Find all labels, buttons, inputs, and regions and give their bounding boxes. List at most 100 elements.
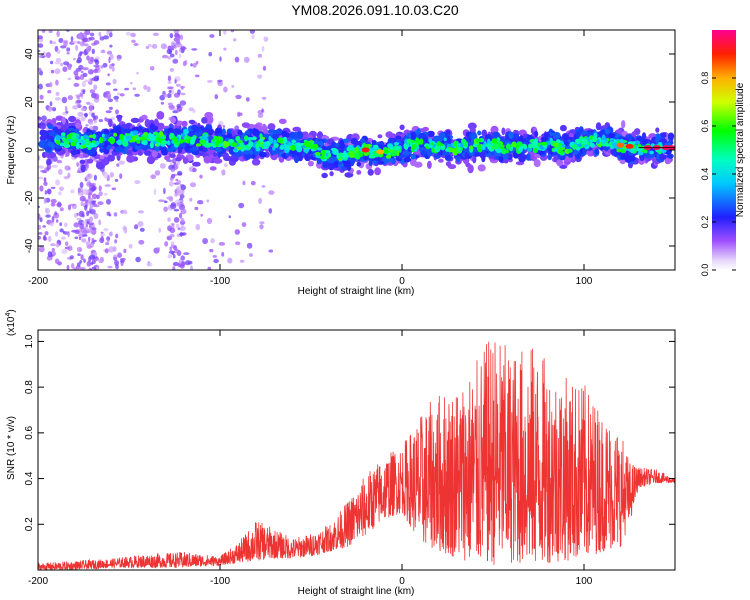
- spectrogram-noise: [56, 159, 63, 164]
- spectrogram-noise: [50, 69, 55, 74]
- snr-y-label: SNR (10 * v/v): [6, 416, 17, 480]
- spectrogram-noise: [38, 55, 43, 59]
- spectrogram-noise: [234, 56, 240, 63]
- spectrogram-noise: [104, 117, 108, 122]
- spectrogram-noise: [109, 31, 113, 38]
- spectrogram-noise: [88, 222, 94, 226]
- spectrogram-cell: [125, 132, 128, 137]
- spectrogram-cell: [388, 138, 395, 145]
- spectrogram-noise: [160, 43, 167, 50]
- spectrogram-noise: [116, 92, 121, 96]
- spectrogram-noise: [61, 249, 68, 254]
- spectrogram-noise: [62, 66, 68, 72]
- spectrogram-noise: [47, 235, 52, 242]
- spectrogram-cell: [130, 131, 133, 137]
- spectrogram-peak: [616, 142, 625, 148]
- spectrogram-noise: [38, 67, 42, 72]
- spectrogram-noise: [105, 82, 111, 86]
- spectrogram-noise: [86, 101, 91, 105]
- spectrogram-noise: [104, 184, 111, 187]
- spectrogram-noise: [107, 265, 113, 269]
- spectrogram-cell: [346, 147, 351, 152]
- spectrogram-noise: [51, 247, 55, 252]
- spectrogram-cell: [501, 127, 506, 136]
- spectrogram-noise: [84, 112, 88, 118]
- spectrogram-cell: [304, 141, 311, 148]
- spectrogram-cell: [89, 147, 96, 155]
- spectrogram-cell: [461, 138, 467, 144]
- spectrogram-noise: [217, 79, 223, 83]
- spectrogram-noise: [176, 189, 181, 196]
- spectrogram-cell: [388, 134, 397, 139]
- spectrogram-noise: [192, 167, 197, 173]
- spectrogram-cell: [122, 140, 129, 147]
- spectrogram-noise: [139, 227, 145, 232]
- spectrogram-noise: [183, 252, 190, 256]
- spectrogram-cell: [333, 161, 339, 167]
- spectrogram-cell: [189, 139, 195, 145]
- spectrogram-cell: [101, 133, 105, 138]
- spectrogram-noise: [79, 51, 84, 55]
- spectrogram-noise: [179, 258, 182, 265]
- spectrogram-cell: [621, 120, 626, 129]
- spectrogram-cell: [156, 111, 165, 120]
- spectrogram-cell: [39, 135, 48, 141]
- spectrogram-noise: [84, 30, 91, 36]
- spectrogram-cell: [322, 160, 329, 169]
- spectrogram-noise: [228, 215, 231, 219]
- spectrogram-noise: [167, 93, 172, 99]
- spectrogram-noise: [157, 247, 161, 251]
- spectrogram-cell: [352, 147, 356, 153]
- spectrogram-cell: [258, 151, 267, 158]
- spectrogram-noise: [168, 250, 176, 254]
- x-tick-label: -100: [210, 576, 230, 587]
- spectrogram-cell: [221, 152, 229, 159]
- spectrogram-cell: [51, 118, 57, 124]
- spectrogram-noise: [87, 69, 94, 75]
- spectrogram-cell: [283, 136, 287, 144]
- spectrogram-noise: [55, 179, 61, 186]
- spectrogram-noise: [241, 222, 247, 228]
- spectrogram-cell: [501, 148, 507, 155]
- spectrogram-noise: [206, 217, 213, 225]
- spectrogram-noise: [38, 213, 41, 220]
- spectrogram-noise: [130, 32, 136, 38]
- spectrogram-noise: [74, 76, 81, 81]
- spectrogram-noise: [56, 202, 62, 207]
- spectrogram-noise: [160, 101, 165, 105]
- spectrogram-cell: [604, 143, 610, 147]
- spectrogram-noise: [80, 70, 84, 74]
- spectrogram-noise: [179, 212, 183, 219]
- spectrogram-noise: [116, 54, 122, 60]
- spectrogram-cell: [398, 147, 402, 153]
- spectrogram-noise: [113, 212, 118, 217]
- spectrogram-noise: [176, 103, 182, 109]
- spectrogram-noise: [259, 224, 264, 230]
- spectrogram-noise: [98, 119, 104, 123]
- spectrogram-cell: [276, 137, 283, 143]
- spectrogram-noise: [268, 208, 273, 214]
- spectrogram-cell: [659, 154, 667, 160]
- spectrogram-noise: [100, 231, 104, 234]
- spectrogram-noise: [95, 60, 100, 65]
- spectrogram-noise: [55, 243, 60, 248]
- spectrogram-noise: [88, 78, 91, 83]
- spectrogram-noise: [190, 265, 193, 270]
- spectrogram-cell: [278, 118, 287, 125]
- spectrogram-noise: [91, 200, 96, 205]
- colorbar-tick-label: 0.0: [700, 264, 710, 277]
- spectrogram-noise: [93, 174, 97, 181]
- spectrogram-noise: [114, 178, 119, 182]
- spectrogram-noise: [214, 94, 219, 100]
- spectrogram-cell: [516, 141, 523, 148]
- snr-multiplier-close: ): [6, 309, 17, 312]
- spectrogram-noise: [38, 224, 42, 230]
- spectrogram-noise: [89, 32, 95, 37]
- spectrogram-cell: [575, 138, 582, 145]
- spectrogram-noise: [197, 200, 204, 205]
- spectrogram-noise: [41, 30, 46, 33]
- spectrogram-cell: [268, 135, 272, 142]
- spectrogram-cell: [363, 151, 370, 156]
- spectrogram-noise: [217, 80, 223, 87]
